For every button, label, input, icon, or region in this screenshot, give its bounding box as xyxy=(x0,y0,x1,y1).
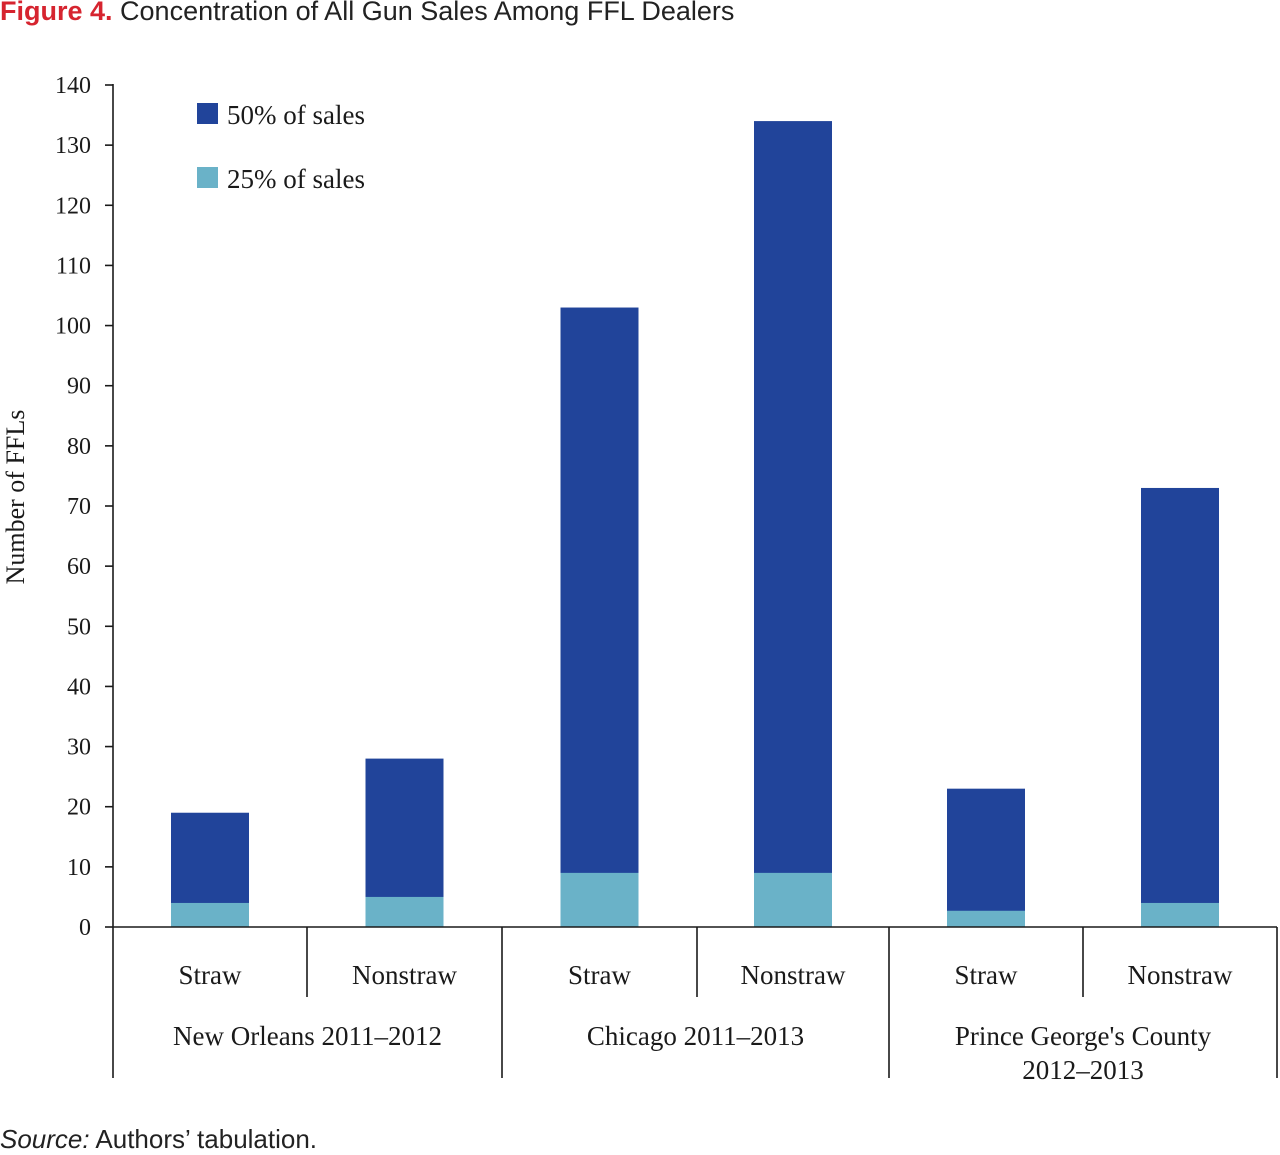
bar-25pct-6 xyxy=(1141,902,1219,927)
y-tick-label-0: 0 xyxy=(79,915,91,941)
bar-25pct-3 xyxy=(560,872,639,927)
y-tick-label-100: 100 xyxy=(55,314,91,340)
source-note: Source: Authors’ tabulation. xyxy=(0,1124,317,1155)
figure-number: Figure 4. xyxy=(0,0,113,26)
source-text: Authors’ tabulation. xyxy=(95,1124,318,1154)
category-label-3: Straw xyxy=(568,960,631,990)
y-tick-label-50: 50 xyxy=(67,614,91,640)
category-label-4: Nonstraw xyxy=(741,960,846,990)
bar-50pct-3 xyxy=(560,307,639,927)
figure-title: Figure 4. Concentration of All Gun Sales… xyxy=(0,0,734,27)
group-label-1: New Orleans 2011–2012 xyxy=(173,1021,442,1051)
bar-25pct-2 xyxy=(365,896,444,927)
group-label-3: Prince George's County xyxy=(955,1021,1212,1051)
y-tick-label-40: 40 xyxy=(67,674,91,700)
y-tick-label-20: 20 xyxy=(67,795,91,821)
y-tick-label-90: 90 xyxy=(67,374,91,400)
y-tick-label-70: 70 xyxy=(67,494,91,520)
y-tick-label-140: 140 xyxy=(55,73,91,99)
group-label-3-line-2: 2012–2013 xyxy=(1022,1055,1144,1085)
legend-swatch-2 xyxy=(197,167,218,188)
y-axis-label: Number of FFLs xyxy=(1,410,30,585)
category-label-1: Straw xyxy=(179,960,242,990)
category-label-6: Nonstraw xyxy=(1128,960,1233,990)
y-tick-label-110: 110 xyxy=(56,253,91,279)
bar-25pct-4 xyxy=(754,872,832,927)
y-tick-label-60: 60 xyxy=(67,554,91,580)
bar-25pct-1 xyxy=(171,902,249,927)
figure-title-text: Concentration of All Gun Sales Among FFL… xyxy=(120,0,735,26)
bar-50pct-5 xyxy=(947,788,1025,927)
y-tick-label-80: 80 xyxy=(67,434,91,460)
group-label-2: Chicago 2011–2013 xyxy=(587,1021,804,1051)
category-label-2: Nonstraw xyxy=(352,960,457,990)
y-tick-label-120: 120 xyxy=(55,193,91,219)
legend-swatch-1 xyxy=(197,103,218,124)
bar-50pct-4 xyxy=(754,121,832,928)
y-tick-label-130: 130 xyxy=(55,133,91,159)
legend: 50% of sales 25% of sales xyxy=(197,100,365,194)
axes-layer: Straw Nonstraw Straw Nonstraw Straw Nonstraw 0… xyxy=(55,73,1278,1085)
y-tick-label-10: 10 xyxy=(67,855,91,881)
bars-layer xyxy=(171,121,1219,928)
source-label: Source: xyxy=(0,1124,90,1154)
legend-label-1: 50% of sales xyxy=(227,100,365,130)
stacked-bar-chart: Straw Nonstraw Straw Nonstraw Straw Nonstraw 0… xyxy=(1,73,1278,1085)
bar-25pct-5 xyxy=(947,910,1025,927)
category-label-5: Straw xyxy=(955,960,1018,990)
y-tick-label-30: 30 xyxy=(67,735,91,761)
bar-50pct-6 xyxy=(1141,487,1219,927)
legend-label-2: 25% of sales xyxy=(227,164,365,194)
